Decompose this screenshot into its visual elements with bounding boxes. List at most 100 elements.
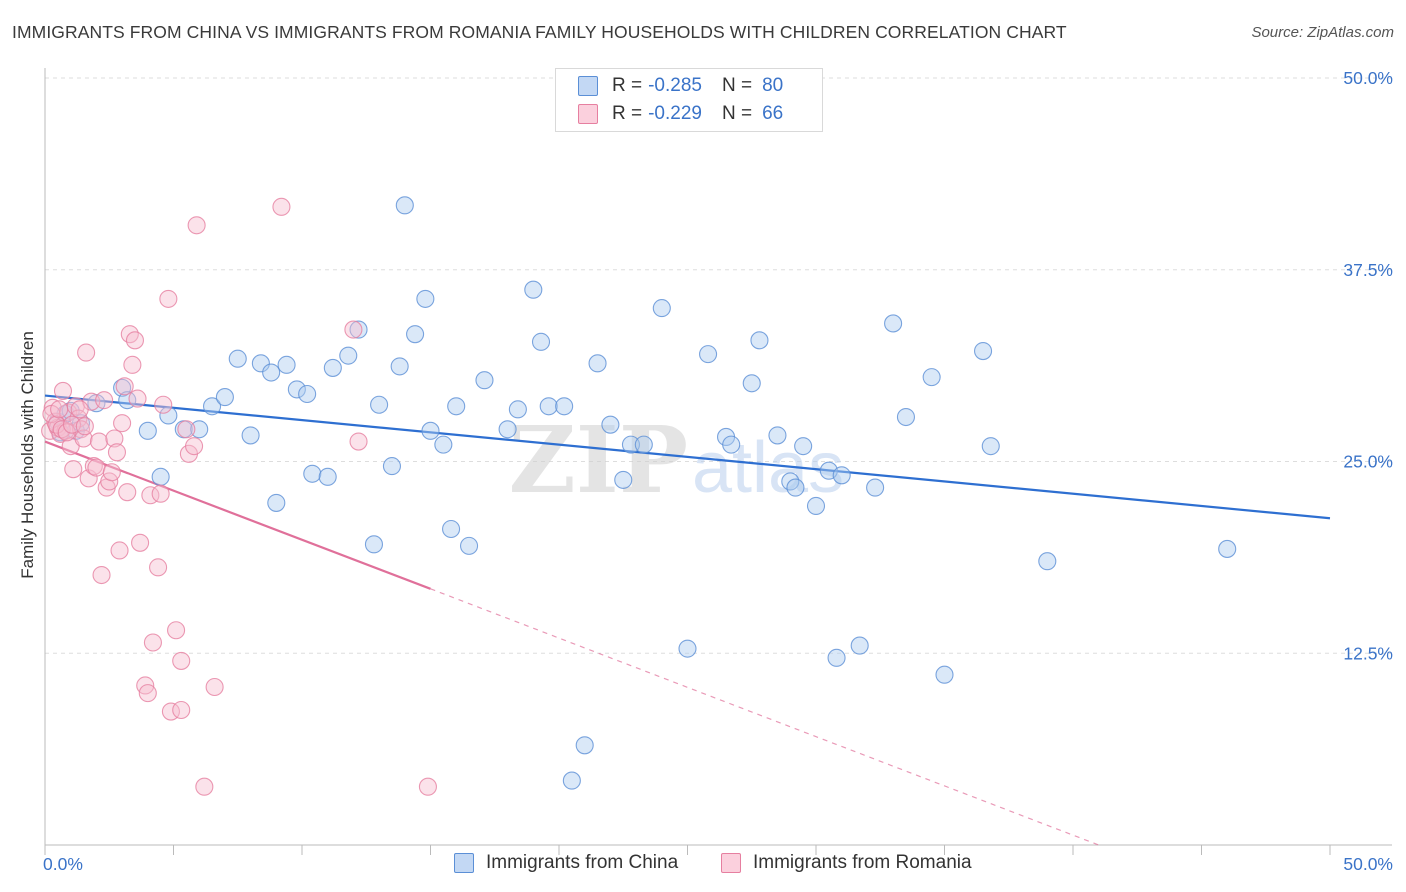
china-point	[981, 437, 1000, 456]
romania-r-value: -0.229	[648, 103, 702, 124]
china-point	[896, 407, 916, 427]
chart-title: IMMIGRANTS FROM CHINA VS IMMIGRANTS FROM…	[12, 22, 1067, 42]
romania-point	[187, 216, 206, 235]
axes	[44, 68, 1392, 855]
china-point	[323, 358, 342, 377]
romania-point	[138, 684, 157, 703]
romania-point	[89, 432, 109, 451]
romania-point	[344, 320, 363, 339]
china-point	[303, 464, 322, 483]
china-point	[866, 478, 885, 497]
china-point	[151, 467, 170, 486]
china-point	[215, 388, 234, 407]
china-point	[614, 470, 633, 489]
china-point	[827, 648, 846, 667]
romania-point	[70, 400, 89, 419]
romania-point	[185, 437, 204, 456]
y-tick-label: 12.5%	[1343, 643, 1393, 663]
china-point	[1218, 539, 1237, 558]
series-legend: Immigrants from China Immigrants from Ro…	[0, 852, 1406, 878]
y-axis-title: Family Households with Children	[18, 331, 37, 579]
romania-point	[172, 700, 191, 720]
china-point	[794, 437, 813, 456]
romania-point	[53, 381, 73, 400]
china-r-value: -0.285	[648, 75, 702, 96]
china-point	[251, 354, 270, 373]
china-point	[349, 320, 368, 339]
china-n-value: 80	[762, 75, 784, 96]
china-point	[601, 415, 620, 434]
china-point	[531, 332, 551, 351]
china-point	[421, 421, 440, 440]
china-point	[621, 435, 641, 454]
watermark-atlas: atlas	[692, 428, 844, 508]
china-point	[318, 467, 337, 486]
romania-point	[118, 483, 137, 502]
romania-point	[151, 484, 170, 503]
romania-swatch	[578, 104, 598, 124]
china-point	[138, 421, 157, 440]
china-point	[447, 397, 466, 416]
romania-point	[77, 343, 96, 362]
romania-point	[115, 377, 134, 396]
legend-item-china[interactable]: Immigrants from China	[454, 852, 678, 874]
china-point	[922, 368, 941, 387]
china-point	[287, 380, 306, 399]
legend-row-romania: R = -0.229 N = 66	[578, 101, 783, 127]
romania-point	[113, 414, 132, 433]
china-r-label: R =	[612, 75, 643, 96]
china-point	[241, 426, 260, 445]
china-point	[699, 345, 718, 364]
china-point	[678, 639, 697, 658]
china-point	[228, 349, 247, 368]
china-point	[203, 397, 222, 416]
romania-point	[102, 463, 121, 482]
china-point	[390, 357, 409, 376]
romania-point	[349, 432, 368, 451]
romania-point	[143, 633, 162, 652]
romania-point	[110, 541, 129, 560]
romania-point	[205, 677, 224, 697]
trend-lines	[44, 394, 1331, 846]
china-point	[190, 420, 209, 439]
romania-trend-extension	[430, 588, 1099, 846]
romania-point	[154, 395, 173, 414]
china-point	[884, 314, 903, 333]
china-point	[832, 466, 851, 485]
y-tick-label: 25.0%	[1343, 452, 1393, 472]
china-point	[555, 397, 574, 416]
romania-point	[123, 355, 142, 374]
china-point	[339, 346, 358, 365]
romania-point	[75, 417, 94, 436]
romania-point	[418, 777, 437, 796]
china-point	[416, 289, 435, 308]
romania-point	[177, 420, 196, 439]
romania-point	[87, 458, 106, 477]
romania-point	[272, 197, 291, 216]
china-point	[159, 406, 178, 425]
watermark-zip: ZIP	[509, 406, 688, 514]
tick-labels: 12.5% 25.0% 37.5% 50.0% 0.0% 50.0%	[43, 68, 1393, 874]
china-point	[652, 299, 671, 318]
china-point	[262, 363, 281, 382]
china-point	[634, 435, 653, 454]
china-trend-line	[44, 394, 1331, 520]
china-point	[750, 331, 769, 350]
y-tick-label: 50.0%	[1343, 68, 1393, 88]
china-point	[935, 665, 954, 684]
china-point	[434, 435, 453, 454]
romania-point	[64, 460, 83, 479]
china-point	[508, 400, 527, 419]
romania-point	[159, 289, 178, 308]
romania-point	[167, 621, 186, 640]
china-legend-label: Immigrants from China	[486, 852, 679, 873]
romania-point	[107, 443, 127, 462]
china-point	[364, 535, 384, 554]
china-point	[395, 196, 414, 215]
china-point	[786, 478, 805, 497]
x-tick-label: 50.0%	[1343, 854, 1393, 874]
romania-point	[125, 331, 144, 350]
china-point	[498, 420, 517, 439]
romania-n-label: N =	[721, 103, 753, 124]
legend-item-romania[interactable]: Immigrants from Romania	[721, 852, 972, 874]
